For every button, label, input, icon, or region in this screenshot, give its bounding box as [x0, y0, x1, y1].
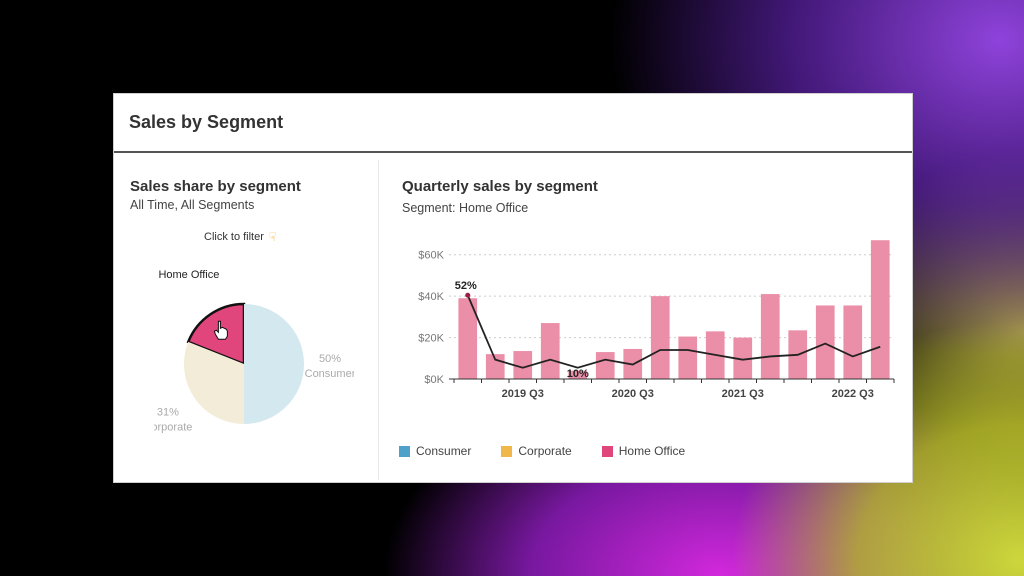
- legend-swatch: [601, 445, 613, 457]
- x-tick-label: 2020 Q3: [612, 388, 654, 400]
- pie-chart[interactable]: 19% Home Office 50% Consumer 31% Corporate: [154, 264, 354, 464]
- legend-swatch: [399, 445, 410, 457]
- line-point: [465, 292, 471, 298]
- legend-label: Corporate: [518, 444, 572, 458]
- bar[interactable]: [513, 351, 533, 379]
- dashboard-card: Sales by Segment Sales share by segment …: [113, 93, 913, 483]
- bar-chart-title: Quarterly sales by segment: [402, 178, 598, 195]
- segment-legend: Consumer Corporate Home Office: [399, 444, 685, 458]
- bar[interactable]: [650, 296, 670, 379]
- bar[interactable]: [568, 370, 588, 379]
- hand-cursor-icon: [213, 320, 228, 340]
- filter-hint: Click to filter ☟: [204, 230, 276, 244]
- bar-chart: $0K $20K $40K $60K 2019 Q3 2020 Q3 2021 Q3 2022…: [418, 240, 895, 400]
- bar[interactable]: [540, 323, 560, 379]
- pie-chart-subtitle: All Time, All Segments: [130, 198, 255, 212]
- bar[interactable]: [678, 336, 698, 379]
- line-annotation: 52%: [455, 280, 477, 292]
- pie-name-label: Corporate: [154, 422, 192, 434]
- pie-name-label: Home Office: [158, 269, 219, 281]
- pct-of-sales-line: [466, 294, 881, 369]
- pie-pct-label: 19%: [178, 264, 200, 266]
- legend-swatch: [501, 445, 513, 457]
- pie-slice-corporate[interactable]: [184, 341, 244, 424]
- y-tick-label: $40K: [418, 291, 444, 303]
- legend-item-home-office[interactable]: Home Office: [601, 444, 686, 458]
- bar[interactable]: [458, 298, 478, 379]
- pie-name-label: Consumer: [305, 368, 354, 380]
- line-annotation: 10%: [567, 368, 589, 380]
- pie-pct-label: 50%: [319, 353, 341, 365]
- legend-label: Home Office: [618, 444, 686, 458]
- pie-slice-consumer[interactable]: [244, 304, 304, 424]
- x-tick-label: 2021 Q3: [722, 388, 764, 400]
- x-tick-label: 2022 Q3: [832, 388, 874, 400]
- panel-divider: [378, 160, 379, 480]
- bar[interactable]: [815, 305, 835, 379]
- bar[interactable]: [843, 305, 863, 379]
- page-title: Sales by Segment: [129, 112, 284, 132]
- legend-label: Consumer: [416, 444, 472, 458]
- pie-chart-title: Sales share by segment: [130, 178, 301, 195]
- y-tick-label: $0K: [424, 374, 444, 386]
- bar-chart-subtitle: Segment: Home Office: [402, 201, 529, 215]
- filter-hint-text: Click to filter: [204, 231, 264, 243]
- bar[interactable]: [595, 352, 615, 379]
- y-tick-label: $20K: [418, 333, 444, 345]
- legend-item-corporate[interactable]: Corporate: [501, 444, 572, 458]
- legend-item-consumer[interactable]: Consumer: [399, 444, 471, 458]
- y-tick-label: $60K: [418, 250, 444, 262]
- pointing-down-hand-icon: ☟: [268, 230, 277, 244]
- pie-pct-label: 31%: [157, 407, 179, 419]
- bar[interactable]: [733, 337, 753, 379]
- bar[interactable]: [760, 294, 780, 379]
- card-header: Sales by Segment: [114, 94, 912, 153]
- x-tick-label: 2019 Q3: [502, 388, 544, 400]
- bar[interactable]: [870, 240, 890, 379]
